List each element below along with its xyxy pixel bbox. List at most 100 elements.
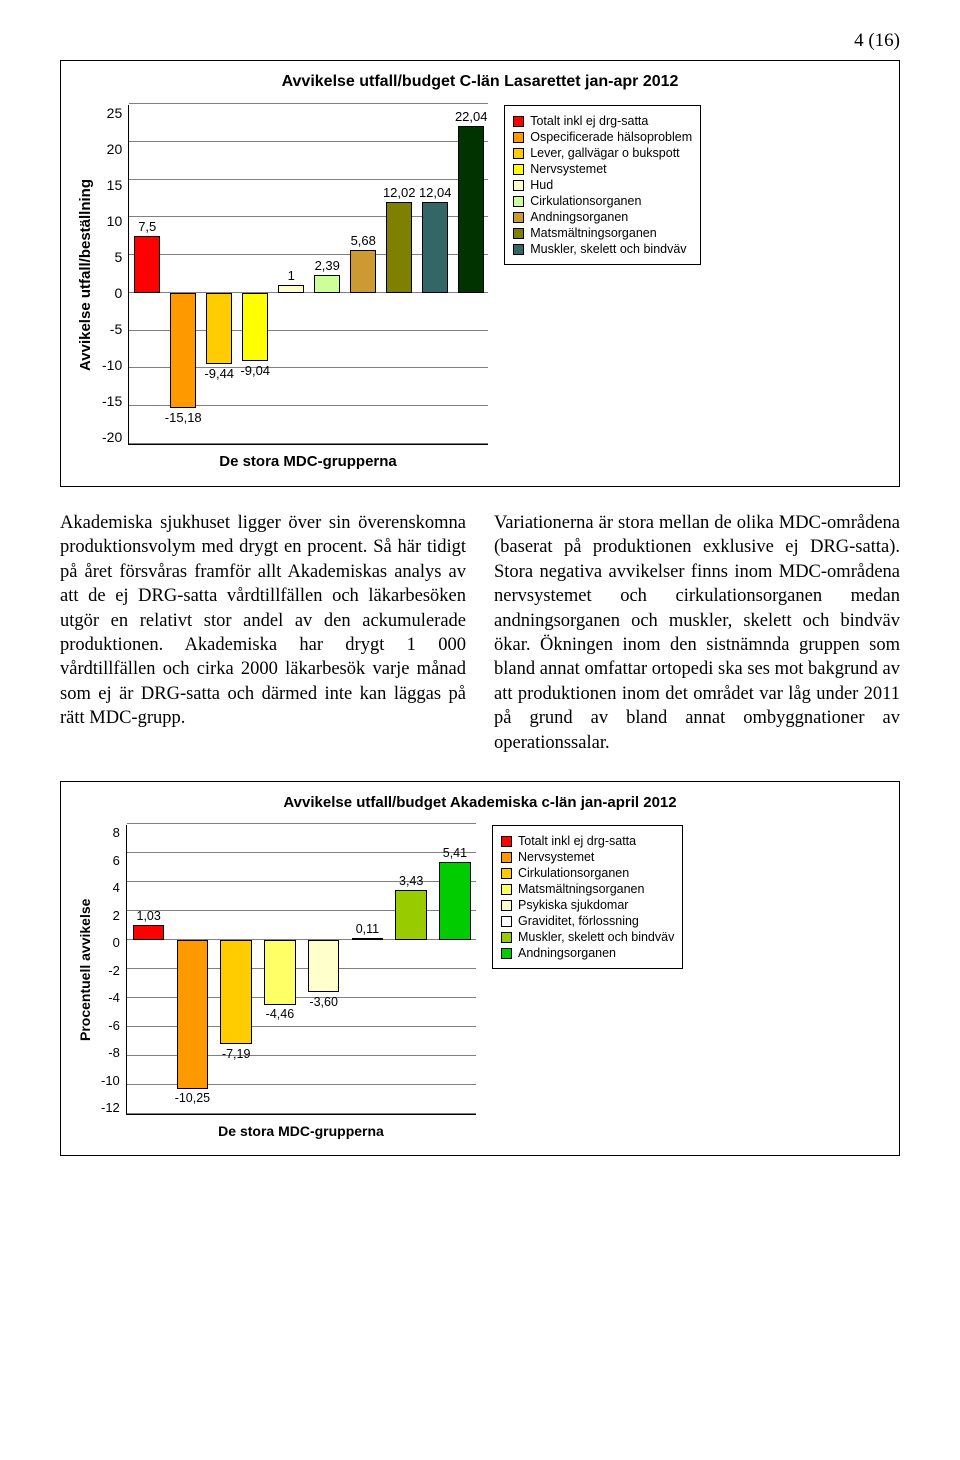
bar-value-label: 2,39 (297, 258, 357, 273)
bar (352, 938, 384, 940)
chart1-axis-plot: 2520151050-5-10-15-20 7,5-15,18-9,44-9,0… (102, 105, 488, 470)
gridline (129, 141, 488, 142)
legend-item: Graviditet, förlossning (501, 914, 674, 928)
y-tick: -4 (101, 990, 120, 1005)
legend-swatch (513, 244, 524, 255)
bar (177, 940, 209, 1089)
bar (278, 285, 304, 293)
legend-item: Totalt inkl ej drg-satta (501, 834, 674, 848)
legend-swatch (501, 836, 512, 847)
chart1-area: Avvikelse utfall/beställning 2520151050-… (77, 105, 883, 470)
body-left: Akademiska sjukhuset ligger över sin öve… (60, 511, 466, 755)
y-tick: 4 (101, 880, 120, 895)
bar-value-label: 5,68 (333, 233, 393, 248)
legend-label: Muskler, skelett och bindväv (530, 242, 686, 256)
bar-value-label: -4,46 (250, 1007, 310, 1021)
bar (439, 862, 471, 940)
bar (206, 293, 232, 364)
gridline (127, 823, 476, 824)
legend-label: Nervsystemet (518, 850, 594, 864)
bar-value-label: 0,11 (337, 922, 397, 936)
legend-item: Lever, gallvägar o bukspott (513, 146, 692, 160)
legend-swatch (501, 948, 512, 959)
y-tick: -6 (101, 1018, 120, 1033)
chart2-area: Procentuell avvikelse 86420-2-4-6-8-10-1… (77, 825, 883, 1139)
chart2-plot-wrap: Procentuell avvikelse 86420-2-4-6-8-10-1… (77, 825, 476, 1139)
legend-label: Cirkulationsorganen (530, 194, 641, 208)
legend-item: Cirkulationsorganen (501, 866, 674, 880)
page-number: 4 (16) (60, 30, 900, 52)
chart1-plot: 7,5-15,18-9,44-9,0412,395,6812,0212,0422… (128, 105, 488, 445)
bar (386, 202, 412, 293)
gridline (129, 179, 488, 180)
chart1-yaxis: 2520151050-5-10-15-20 (102, 105, 128, 445)
chart2-container: Avvikelse utfall/budget Akademiska c-län… (60, 781, 900, 1156)
y-tick: 5 (102, 249, 122, 265)
legend-label: Hud (530, 178, 553, 192)
legend-swatch (513, 148, 524, 159)
chart1-ylabel: Avvikelse utfall/beställning (77, 105, 94, 445)
legend-swatch (501, 932, 512, 943)
legend-label: Cirkulationsorganen (518, 866, 629, 880)
bar-value-label: 3,43 (381, 874, 441, 888)
y-tick: -20 (102, 429, 122, 445)
chart2-ylabel: Procentuell avvikelse (77, 825, 93, 1115)
y-tick: 20 (102, 141, 122, 157)
legend-swatch (513, 132, 524, 143)
y-tick: -10 (101, 1073, 120, 1088)
chart2-legend: Totalt inkl ej drg-satta Nervsystemet Cirk… (492, 825, 683, 969)
chart2-plot: 1,03-10,25-7,19-4,46-3,600,113,435,41 (126, 825, 476, 1115)
legend-label: Graviditet, förlossning (518, 914, 639, 928)
legend-item: Totalt inkl ej drg-satta (513, 114, 692, 128)
bar (350, 250, 376, 293)
bar-value-label: 12,04 (405, 185, 465, 200)
legend-swatch (513, 212, 524, 223)
chart1-legend: Totalt inkl ej drg-satta Ospecificerade h… (504, 105, 701, 265)
legend-swatch (501, 852, 512, 863)
legend-label: Matsmältningsorganen (518, 882, 644, 896)
bar (134, 236, 160, 293)
bar (170, 293, 196, 408)
legend-item: Ospecificerade hälsoproblem (513, 130, 692, 144)
legend-label: Totalt inkl ej drg-satta (518, 834, 636, 848)
chart2-title: Avvikelse utfall/budget Akademiska c-län… (77, 794, 883, 811)
bar (422, 202, 448, 293)
legend-label: Matsmältningsorganen (530, 226, 656, 240)
y-tick: -8 (101, 1045, 120, 1060)
legend-swatch (501, 916, 512, 927)
legend-item: Andningsorganen (513, 210, 692, 224)
bar-value-label: -7,19 (206, 1047, 266, 1061)
legend-label: Ospecificerade hälsoproblem (530, 130, 692, 144)
body-columns: Akademiska sjukhuset ligger över sin öve… (60, 511, 900, 755)
bar (314, 275, 340, 293)
chart1-container: Avvikelse utfall/budget C-län Lasarettet… (60, 60, 900, 487)
gridline (129, 103, 488, 104)
chart1-plot-row: 2520151050-5-10-15-20 7,5-15,18-9,44-9,0… (102, 105, 488, 445)
legend-item: Matsmältningsorganen (513, 226, 692, 240)
body-right: Variationerna är stora mellan de olika M… (494, 511, 900, 755)
legend-label: Andningsorganen (518, 946, 616, 960)
legend-label: Lever, gallvägar o bukspott (530, 146, 679, 160)
legend-label: Totalt inkl ej drg-satta (530, 114, 648, 128)
chart2-xlabel: De stora MDC-grupperna (126, 1123, 476, 1139)
bar-value-label: 1,03 (119, 909, 179, 923)
chart2-yaxis: 86420-2-4-6-8-10-12 (101, 825, 126, 1115)
bar-value-label: 5,41 (425, 846, 485, 860)
legend-swatch (501, 868, 512, 879)
bar-value-label: 22,04 (441, 109, 501, 124)
legend-item: Muskler, skelett och bindväv (513, 242, 692, 256)
bar-value-label: -9,04 (225, 363, 285, 378)
bar-value-label: -15,18 (153, 410, 213, 425)
legend-label: Psykiska sjukdomar (518, 898, 628, 912)
y-tick: -2 (101, 963, 120, 978)
legend-item: Psykiska sjukdomar (501, 898, 674, 912)
legend-swatch (513, 116, 524, 127)
bar (458, 126, 484, 293)
y-tick: 0 (102, 285, 122, 301)
bar-value-label: -10,25 (162, 1091, 222, 1105)
chart1-plot-wrap: Avvikelse utfall/beställning 2520151050-… (77, 105, 488, 470)
legend-swatch (513, 196, 524, 207)
legend-item: Cirkulationsorganen (513, 194, 692, 208)
y-tick: -10 (102, 357, 122, 373)
page: 4 (16) Avvikelse utfall/budget C-län Las… (0, 0, 960, 1220)
